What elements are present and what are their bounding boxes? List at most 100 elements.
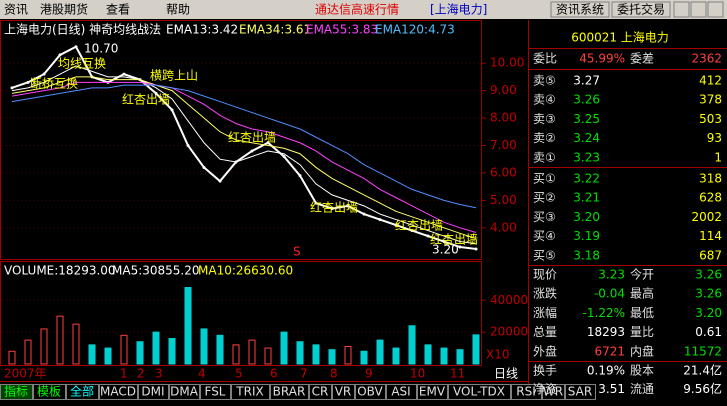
volume-bar: [88, 344, 96, 365]
tab-frame[interactable]: [565, 384, 596, 400]
volume-bar: [264, 347, 272, 365]
panel-label: 总量: [533, 325, 557, 339]
panel-label: 卖②: [533, 131, 556, 145]
panel-label: 换手: [533, 364, 557, 378]
close-point: [410, 229, 414, 233]
tab-frame[interactable]: [33, 384, 66, 400]
tab-frame[interactable]: [309, 384, 332, 400]
tab[interactable]: CR: [312, 385, 329, 399]
menu-item[interactable]: 港股期货: [40, 2, 88, 17]
price: 3.26: [573, 93, 600, 107]
volume: 318: [699, 172, 722, 186]
tab[interactable]: BRAR: [273, 385, 306, 399]
tab[interactable]: EMV: [419, 385, 446, 399]
volume-bar: [120, 334, 128, 365]
panel-label: 委差: [630, 52, 654, 66]
button-frame[interactable]: [550, 1, 610, 18]
window-button[interactable]: [673, 1, 690, 18]
tab-frame[interactable]: [332, 384, 355, 400]
tab[interactable]: VR: [335, 385, 352, 399]
tab[interactable]: WR: [543, 385, 563, 399]
close-point: [362, 212, 366, 216]
tab-frame[interactable]: [169, 384, 200, 400]
tab-frame[interactable]: [386, 384, 417, 400]
tab-frame[interactable]: [99, 384, 138, 400]
tab[interactable]: SAR: [568, 385, 592, 399]
close-point: [330, 207, 334, 211]
tab[interactable]: DMA: [170, 385, 199, 399]
panel-value: -1.22%: [583, 306, 625, 320]
window-button[interactable]: [690, 1, 707, 18]
y-tick-label: 7.00: [490, 138, 517, 152]
volume: 93: [707, 131, 722, 145]
y-tick-label: 10.00: [490, 56, 524, 70]
month-label: 3: [155, 367, 163, 381]
price: 3.24: [573, 131, 600, 145]
y-tick-label: 6.00: [490, 165, 517, 179]
tab-frame[interactable]: [511, 384, 542, 400]
tab[interactable]: MACD: [100, 385, 136, 399]
panel-value: 3.26: [695, 287, 722, 301]
window-button[interactable]: [707, 1, 724, 18]
panel-label: 最低: [630, 306, 654, 320]
ema-label: EMA120:4.73: [375, 23, 455, 37]
price-line: [11, 76, 477, 239]
close-point: [458, 245, 462, 249]
tab[interactable]: ASI: [391, 385, 410, 399]
menu-item[interactable]: 查看: [106, 3, 130, 17]
tab[interactable]: FSL: [205, 385, 226, 399]
y-tick-label: 8.00: [490, 111, 517, 125]
price: 3.20: [573, 210, 600, 224]
volume: 628: [699, 191, 722, 205]
volume-bar: [200, 328, 208, 365]
ema-label: EMA13:3.42: [166, 23, 238, 37]
volume-bar: [344, 345, 352, 365]
volume-header: VOLUME:18293.00: [4, 264, 116, 278]
tab[interactable]: DMI: [141, 385, 164, 399]
panel-label: 最高: [630, 286, 654, 301]
panel-label: 外盘: [533, 343, 557, 358]
month-label: 5: [235, 367, 243, 381]
button-label[interactable]: 委托交易: [617, 2, 665, 17]
tab-frame[interactable]: [200, 384, 231, 400]
tab-frame[interactable]: [542, 384, 565, 400]
volume-bar: [440, 347, 448, 365]
tab[interactable]: TRIX: [235, 385, 263, 399]
tab-frame[interactable]: [270, 384, 309, 400]
volume-bar: [280, 331, 288, 365]
volume: 687: [699, 248, 722, 262]
volume-bar: [456, 349, 464, 365]
menu-item[interactable]: 资讯: [4, 3, 28, 17]
volume-bar: [376, 339, 384, 365]
annotation: 红杏出墙: [310, 200, 358, 215]
menu-bar: [0, 0, 727, 19]
button-label[interactable]: 资讯系统: [556, 3, 604, 17]
tab[interactable]: 指标: [4, 384, 28, 399]
menu-item[interactable]: 帮助: [166, 3, 190, 17]
tab-frame[interactable]: [66, 384, 99, 400]
tab-frame[interactable]: [0, 384, 33, 400]
panel-value: 18293: [587, 325, 625, 339]
tab-frame[interactable]: [138, 384, 169, 400]
tab[interactable]: RSI: [516, 385, 536, 399]
price: 3.18: [573, 248, 600, 262]
tab[interactable]: VOL-TDX: [453, 385, 505, 399]
annotation: 横跨上山: [150, 69, 198, 83]
tab-frame[interactable]: [231, 384, 270, 400]
tab[interactable]: 全部: [70, 384, 94, 399]
tab[interactable]: OBV: [357, 385, 383, 399]
button-frame[interactable]: [611, 1, 671, 18]
price: 3.22: [573, 172, 600, 186]
volume-bar: [24, 339, 32, 365]
volume: 503: [699, 112, 722, 126]
tab[interactable]: 模板: [37, 385, 61, 399]
tab-frame[interactable]: [417, 384, 448, 400]
close-point: [10, 86, 14, 90]
price: 3.19: [573, 229, 600, 243]
volume-bar: [472, 334, 480, 365]
panel-label: 买③: [533, 210, 556, 224]
tab-frame[interactable]: [355, 384, 386, 400]
tab-frame[interactable]: [448, 384, 511, 400]
price: 3.27: [573, 74, 600, 88]
close-point: [74, 45, 78, 49]
